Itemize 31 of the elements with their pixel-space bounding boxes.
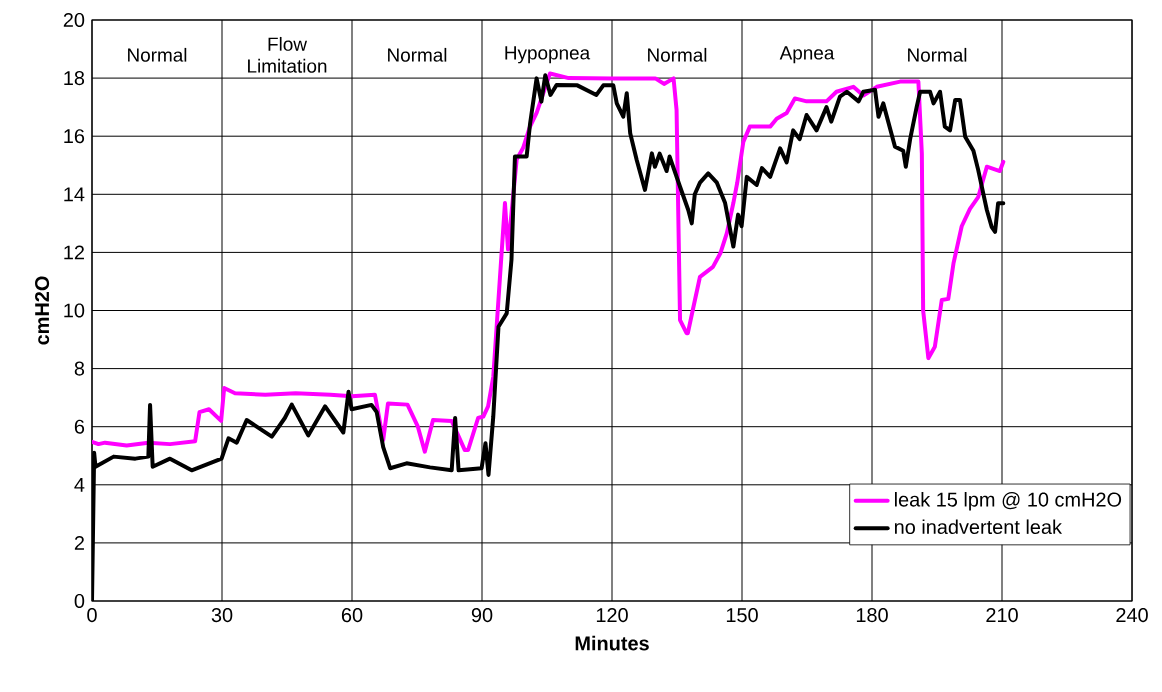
y-tick-label: 0 <box>74 593 85 609</box>
annotation: Hypopnea <box>505 46 591 64</box>
annotation: Normal <box>128 47 187 62</box>
x-tick-label: 240 <box>1116 608 1148 623</box>
y-tick-label: 6 <box>74 419 85 434</box>
legend-label: no inadvertent leak <box>894 519 1063 535</box>
y-tick-label: 10 <box>64 303 85 318</box>
y-tick-label: 16 <box>64 129 85 144</box>
legend-label: leak 15 lpm @ 10 cmH2O <box>894 492 1122 511</box>
x-tick-label: 0 <box>87 608 97 623</box>
annotation: Normal <box>908 47 967 62</box>
annotation: Normal <box>648 47 707 62</box>
annotation: Flow Limitation <box>248 36 327 73</box>
x-tick-label: 180 <box>856 608 888 623</box>
y-tick-label: 20 <box>63 12 85 28</box>
y-tick-label: 12 <box>64 245 84 260</box>
y-tick-label: 2 <box>74 535 84 550</box>
x-tick-label: 210 <box>986 608 1018 623</box>
annotation: Normal <box>388 47 447 62</box>
y-tick-label: 4 <box>74 477 85 492</box>
x-tick-label: 120 <box>596 608 628 623</box>
annotation: Apnea <box>779 46 835 64</box>
x-axis-title: Minutes <box>575 635 649 651</box>
y-tick-label: 8 <box>74 361 85 376</box>
x-tick-label: 30 <box>211 608 233 623</box>
x-tick-label: 60 <box>341 608 363 623</box>
x-tick-label: 150 <box>726 608 758 623</box>
y-tick-label: 18 <box>64 71 85 86</box>
x-tick-label: 90 <box>471 608 493 623</box>
y-tick-label: 14 <box>64 187 85 202</box>
y-axis-title: cmH2O <box>35 276 50 345</box>
